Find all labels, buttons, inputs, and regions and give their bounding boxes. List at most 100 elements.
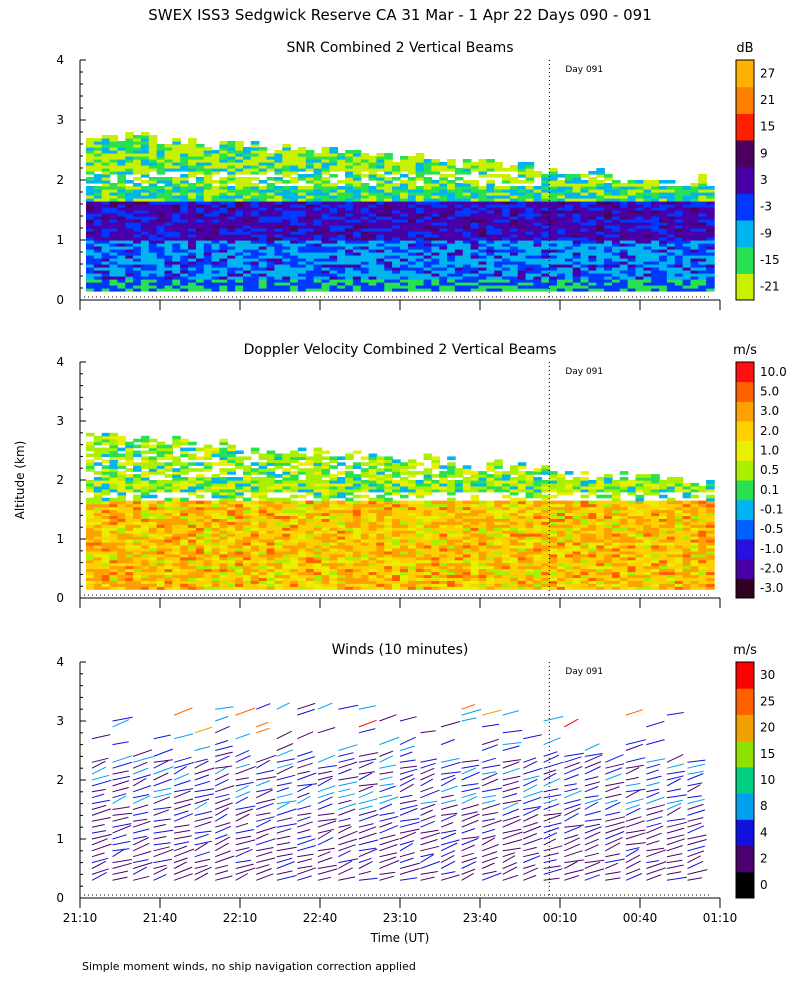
wind-barb [153,873,167,881]
wind-barb [666,778,681,787]
wind-barb [358,847,376,852]
wind-barb [338,850,351,858]
wind-barb [379,714,397,722]
wind-barb [522,807,541,816]
wind-barb [214,773,230,781]
wind-barb [338,858,359,864]
y-tick-label: 0 [56,891,64,905]
wind-barb [523,855,541,864]
wind-barb [91,871,107,881]
wind-barb [297,865,313,869]
y-tick-label: 3 [56,113,64,127]
wind-barb [338,830,358,840]
wind-barb [502,855,516,864]
wind-barb [256,727,270,734]
wind-barb [235,791,251,799]
wind-barb [235,813,250,822]
colorbar-unit: m/s [733,343,757,358]
wind-barb [666,770,685,775]
wind-barb [543,827,560,834]
wind-barb [646,758,666,763]
wind-barb [502,761,520,769]
wind-barb [481,709,502,716]
wind-barb [338,808,356,816]
colorbar-swatch [736,362,754,383]
wind-barb [584,795,599,799]
wind-barb [543,865,561,869]
colorbar-swatch [736,86,754,114]
wind-barb [399,774,414,781]
wind-barb [605,853,621,858]
wind-barb [543,798,558,805]
wind-barb [440,821,454,828]
day-marker-label: Day 091 [565,367,603,377]
colorbar-swatch [736,401,754,422]
wind-barb [153,796,171,805]
wind-barb [399,877,418,881]
wind-barb [379,856,397,864]
wind-barb [153,818,171,822]
colorbar-swatch [736,273,754,301]
wind-barb [153,748,174,757]
wind-barb [153,772,169,781]
wind-barb [441,812,458,816]
plot-area [86,132,715,292]
wind-barb [91,766,107,775]
wind-barb [625,789,641,799]
wind-barb [625,804,640,810]
wind-barb [256,864,270,869]
wind-barb [440,785,458,793]
wind-barb [112,741,129,746]
wind-barb [543,754,560,763]
colorbar-swatch [736,714,754,742]
wind-barb [276,730,293,740]
wind-barb [564,803,581,810]
wind-barb [502,710,520,716]
colorbar-swatch [736,845,754,873]
wind-barb [481,772,498,781]
wind-barb [666,763,685,769]
wind-barb [564,825,582,834]
wind-barb [523,796,542,805]
wind-barb [317,785,336,793]
colorbar-tick-label: 5.0 [760,385,779,399]
wind-barb [646,847,664,852]
wind-barb [276,774,296,781]
wind-barb [256,868,272,875]
y-tick-label: 3 [56,414,64,428]
colorbar-swatch [736,440,754,461]
colorbar-swatch [736,60,754,88]
wind-barb [646,769,659,775]
wind-barb [646,788,660,793]
wind-barb [338,704,359,710]
colorbar-swatch [736,480,754,501]
wind-barb [379,736,400,746]
wind-barb [235,808,254,816]
wind-barb [625,847,640,852]
wind-barb [132,777,147,787]
colorbar-frame [735,59,755,301]
wind-barb [543,868,563,875]
wind-barb [461,764,480,769]
wind-barb [153,760,169,769]
wind-barb [523,846,537,852]
wind-barb [461,872,474,881]
colorbar-tick-label: 4 [760,825,768,839]
wind-barb [235,749,250,757]
wind-barb [215,745,233,751]
wind-barb [502,866,518,875]
wind-barb [215,785,235,793]
wind-barb [461,868,476,875]
wind-barb [543,845,563,852]
colorbar-swatch [736,421,754,442]
wind-barb [235,805,256,810]
wind-barb [687,782,703,787]
wind-barb [482,818,496,822]
wind-barb [625,757,646,763]
panel-1: SNR Combined 2 Vertical Beams Day 091 0 1 2 3… [56,40,780,310]
wind-barb [605,793,622,799]
wind-barb [420,832,441,840]
wind-barb [646,810,664,816]
wind-barb [399,804,418,810]
wind-barb [338,793,356,799]
